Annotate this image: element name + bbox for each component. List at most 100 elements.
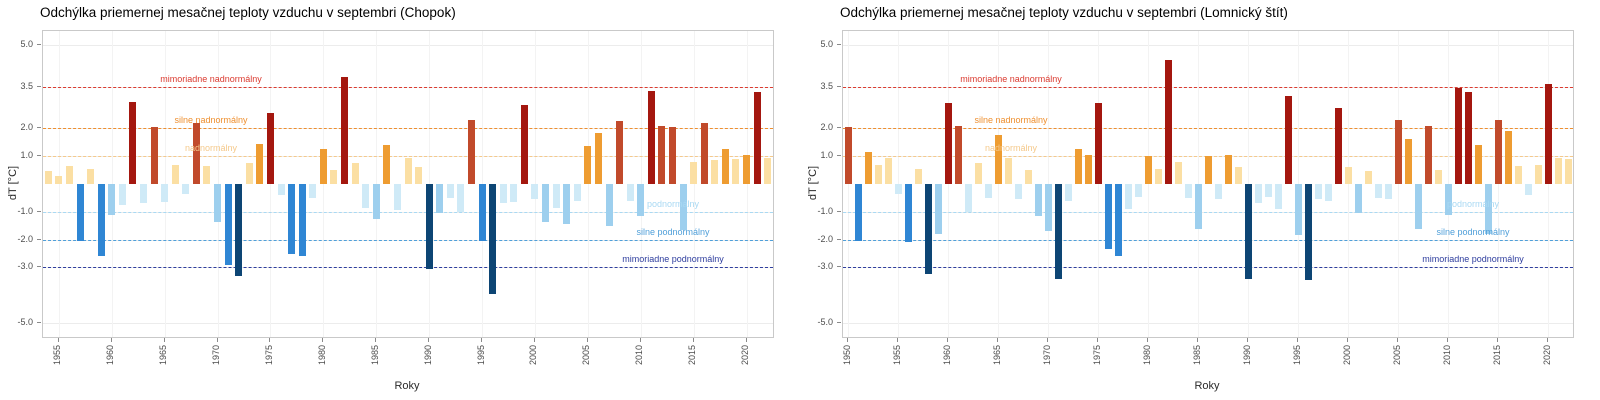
threshold-label: mimoriadne podnormálny (622, 254, 724, 265)
bar-1977 (1114, 184, 1122, 257)
x-tick-label: 1985 (369, 345, 380, 366)
bar-1971 (224, 184, 232, 265)
x-tick-mark (1197, 338, 1198, 342)
x-tick-label: 2000 (1341, 345, 1352, 366)
bar-1951 (854, 184, 862, 242)
threshold-line (843, 211, 1573, 213)
x-tick-label: 2005 (1391, 345, 1402, 366)
bar-1993 (1274, 184, 1282, 210)
gridline-vertical (998, 31, 999, 337)
bar-2021 (753, 92, 761, 184)
y-tick-mark (37, 127, 41, 129)
bar-1973 (245, 163, 253, 184)
bar-1984 (362, 184, 370, 208)
bar-2020 (1544, 83, 1552, 184)
x-tick-label: 1975 (263, 345, 274, 366)
bar-2000 (1344, 167, 1352, 184)
bar-1967 (182, 184, 190, 194)
bar-2017 (711, 160, 719, 184)
y-axis-ticks: 5.0 3.5 2.0 1.0 -1.0 -2.0 -3.0 -5.0 (800, 30, 842, 338)
bar-1962 (129, 101, 137, 184)
bar-1958 (87, 168, 95, 184)
bar-2014 (679, 184, 687, 230)
bar-2009 (626, 184, 634, 201)
x-tick-label: 1960 (105, 345, 116, 366)
y-tick-label: 1.0 (820, 150, 833, 161)
y-tick-mark (837, 155, 841, 157)
bar-1986 (383, 145, 391, 184)
bar-1960 (944, 103, 952, 184)
bar-1956 (65, 165, 73, 184)
bar-1969 (1034, 184, 1042, 216)
bar-2010 (637, 184, 645, 216)
bar-1981 (1154, 168, 1162, 184)
bar-1975 (1094, 103, 1102, 184)
x-tick-label: 2020 (740, 345, 751, 366)
bar-1957 (76, 184, 84, 242)
x-tick-mark (269, 338, 271, 342)
y-tick-mark (837, 266, 841, 268)
gridline-vertical (1098, 31, 1099, 337)
bar-2004 (573, 184, 581, 201)
x-tick-label: 1995 (1291, 345, 1302, 366)
plot-area: mimoriadne nadnormálny silne nadnormálny n… (842, 30, 1574, 338)
threshold-line (843, 239, 1573, 241)
x-tick-label: 1985 (1191, 345, 1202, 366)
x-tick-label: 2000 (528, 345, 539, 366)
y-tick-label: -3.0 (17, 261, 33, 272)
bar-2015 (1494, 120, 1502, 184)
threshold-line (843, 267, 1573, 269)
bar-2006 (1404, 139, 1412, 184)
x-tick-mark (1497, 338, 1498, 342)
bar-1994 (1284, 96, 1292, 184)
gridline-vertical (693, 31, 695, 337)
bar-2008 (1424, 125, 1432, 184)
bar-2005 (1394, 120, 1402, 184)
bar-1969 (203, 165, 211, 184)
bar-1994 (467, 120, 475, 184)
bar-1953 (874, 164, 882, 184)
bar-2011 (647, 90, 655, 184)
bar-1954 (884, 157, 892, 184)
gridline-vertical (948, 31, 949, 337)
gridline-horizontal (843, 44, 1573, 46)
gridline-horizontal (43, 323, 773, 325)
bar-1997 (499, 184, 507, 204)
x-tick-mark (1347, 338, 1348, 342)
y-tick-label: -1.0 (17, 205, 33, 216)
x-tick-label: 1995 (475, 345, 486, 366)
bar-1971 (1054, 184, 1062, 279)
bar-2018 (721, 149, 729, 184)
x-tick-label: 1955 (52, 345, 63, 366)
threshold-label: nadnormálny (184, 143, 238, 154)
bar-1985 (1194, 184, 1202, 229)
x-tick-mark (375, 338, 377, 342)
x-tick-label: 1955 (891, 345, 902, 366)
y-tick-mark (37, 43, 41, 45)
gridline-vertical (587, 31, 589, 337)
x-tick-mark (110, 338, 112, 342)
y-tick-mark (837, 210, 841, 212)
bar-1970 (1044, 184, 1052, 232)
x-tick-mark (481, 338, 483, 342)
bar-1979 (309, 184, 317, 198)
y-tick-mark (37, 322, 41, 324)
bar-1995 (478, 184, 486, 242)
bar-1989 (1234, 167, 1242, 184)
bar-1988 (404, 157, 412, 184)
gridline-vertical (1148, 31, 1149, 337)
bar-1986 (1204, 156, 1212, 184)
y-tick-mark (37, 266, 41, 268)
y-tick-label: -1.0 (817, 205, 833, 216)
bar-1995 (1294, 184, 1302, 236)
bar-1998 (510, 184, 518, 203)
y-tick-mark (37, 210, 41, 212)
threshold-label: silne podnormálny (1436, 226, 1510, 237)
bar-2010 (1444, 184, 1452, 215)
gridline-vertical (1398, 31, 1399, 337)
bar-1960 (108, 184, 116, 215)
bar-1980 (1144, 156, 1152, 184)
bar-1984 (1184, 184, 1192, 198)
bar-1991 (1254, 184, 1262, 204)
threshold-line (843, 86, 1573, 88)
